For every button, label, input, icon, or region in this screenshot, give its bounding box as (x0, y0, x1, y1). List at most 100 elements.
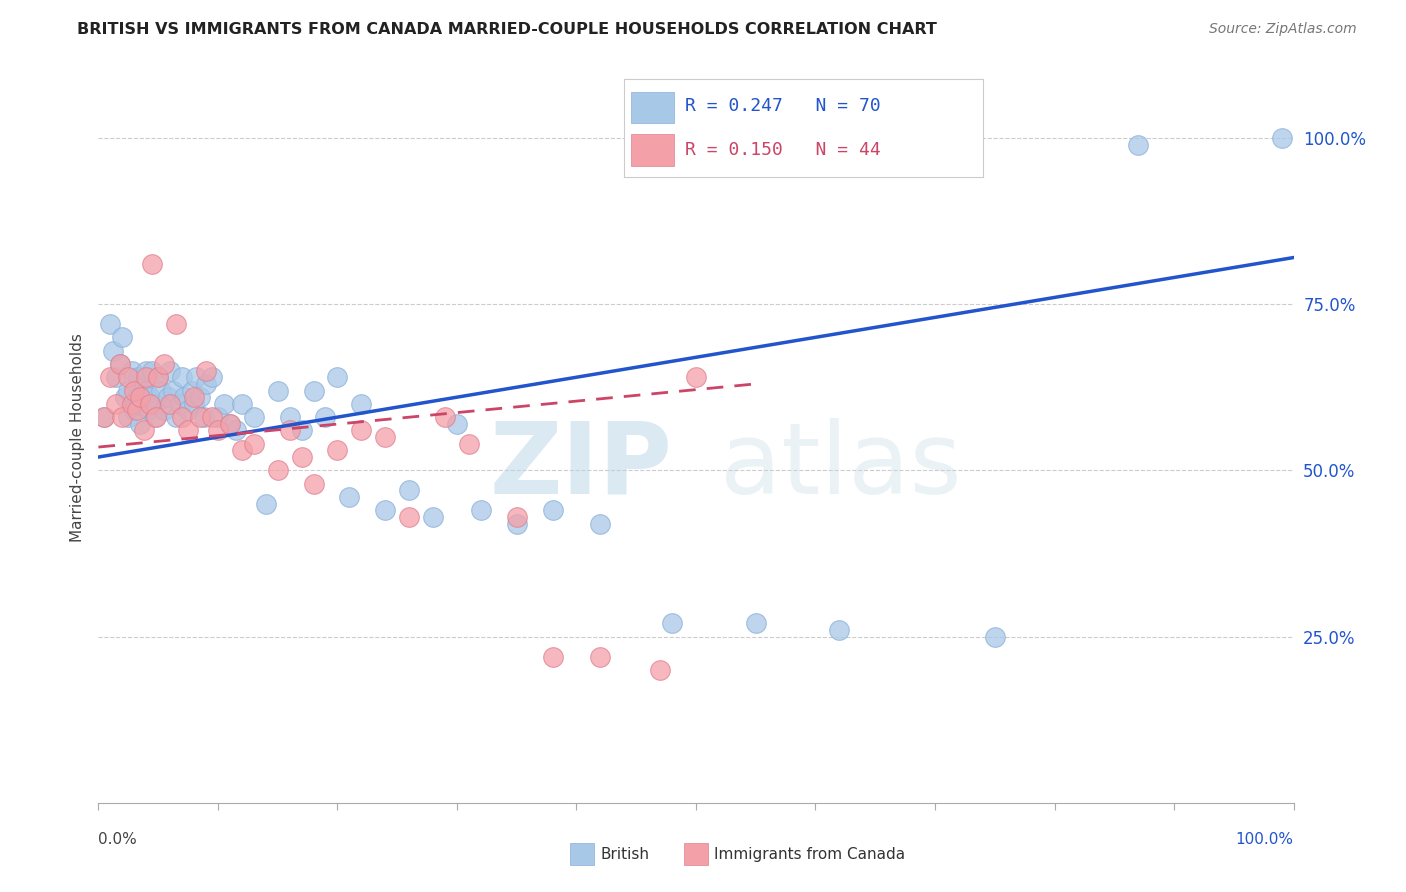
Point (111, 410, 134, 425)
Point (138, 403, 160, 417)
Point (193, 410, 215, 425)
Point (162, 384, 184, 398)
Text: BRITISH VS IMMIGRANTS FROM CANADA MARRIED-COUPLE HOUSEHOLDS CORRELATION CHART: BRITISH VS IMMIGRANTS FROM CANADA MARRIE… (77, 22, 938, 37)
Point (183, 390, 205, 404)
Point (121, 397, 143, 411)
Text: atlas: atlas (720, 417, 962, 515)
Point (153, 403, 176, 417)
Point (93, 410, 115, 425)
Point (207, 424, 229, 438)
Point (350, 397, 373, 411)
Point (339, 490, 361, 504)
Point (470, 503, 492, 517)
Text: 100.0%: 100.0% (1236, 832, 1294, 847)
Point (685, 370, 707, 384)
Point (114, 390, 136, 404)
Point (93, 410, 115, 425)
Point (145, 410, 167, 425)
Point (183, 397, 205, 411)
Point (326, 370, 349, 384)
Point (589, 516, 612, 531)
Point (589, 649, 612, 664)
Point (141, 363, 163, 377)
Point (201, 370, 224, 384)
Point (541, 649, 564, 664)
Point (145, 397, 167, 411)
Point (98, 317, 122, 331)
Point (828, 623, 851, 637)
Point (117, 370, 139, 384)
Point (458, 436, 481, 450)
Point (207, 410, 229, 425)
Point (219, 417, 242, 431)
Point (541, 503, 564, 517)
Point (173, 390, 195, 404)
Point (243, 436, 266, 450)
Point (108, 357, 131, 371)
Point (315, 410, 337, 425)
Point (129, 397, 152, 411)
Point (1271, 131, 1294, 145)
Point (195, 363, 218, 377)
Point (177, 424, 200, 438)
Point (231, 443, 253, 458)
Point (648, 663, 672, 677)
Point (129, 390, 152, 404)
FancyBboxPatch shape (571, 843, 595, 865)
Point (212, 397, 235, 411)
Point (127, 370, 149, 384)
Point (105, 397, 128, 411)
Point (117, 410, 139, 425)
Point (188, 390, 211, 404)
Point (148, 370, 170, 384)
Text: Source: ZipAtlas.com: Source: ZipAtlas.com (1209, 22, 1357, 37)
Point (135, 370, 157, 384)
Point (374, 430, 396, 444)
Point (374, 503, 396, 517)
Point (135, 363, 157, 377)
Point (398, 483, 420, 498)
Point (201, 410, 224, 425)
Point (219, 417, 242, 431)
Point (291, 424, 314, 438)
Point (124, 403, 146, 417)
Y-axis label: Married-couple Households: Married-couple Households (69, 333, 84, 541)
Point (254, 497, 277, 511)
Point (141, 257, 163, 271)
Point (156, 390, 179, 404)
Point (159, 397, 181, 411)
Point (172, 410, 194, 425)
Point (159, 363, 181, 377)
Point (111, 330, 134, 344)
Point (422, 509, 444, 524)
Text: Immigrants from Canada: Immigrants from Canada (714, 847, 905, 862)
FancyBboxPatch shape (685, 843, 709, 865)
Point (153, 357, 176, 371)
Point (267, 463, 290, 477)
Point (98, 370, 122, 384)
Point (105, 370, 128, 384)
Point (139, 390, 162, 404)
Point (446, 417, 468, 431)
Point (180, 384, 202, 398)
Point (434, 410, 457, 425)
Point (177, 403, 200, 417)
Point (661, 616, 683, 631)
Text: British: British (600, 847, 650, 862)
Point (135, 384, 157, 398)
Point (148, 370, 170, 384)
Point (132, 376, 155, 391)
Point (101, 343, 124, 358)
Point (121, 363, 143, 377)
Point (172, 370, 194, 384)
Point (125, 390, 148, 404)
Point (225, 424, 247, 438)
Point (350, 424, 373, 438)
Point (506, 516, 529, 531)
Point (302, 476, 325, 491)
Point (984, 630, 1007, 644)
Point (398, 509, 420, 524)
Point (278, 424, 301, 438)
Point (506, 509, 529, 524)
Point (231, 397, 253, 411)
